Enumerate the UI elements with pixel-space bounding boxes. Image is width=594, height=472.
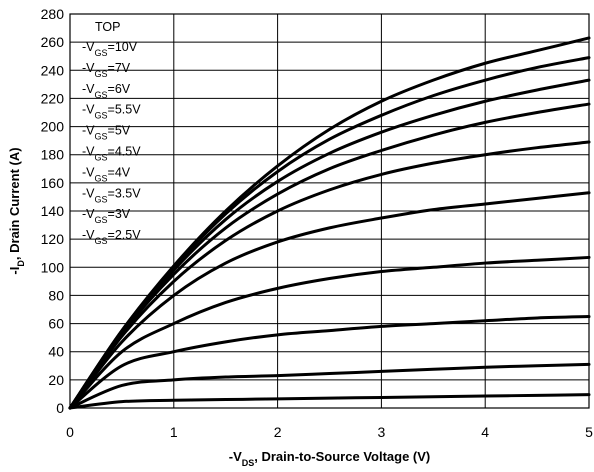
series-line-7 [68, 255, 591, 410]
legend: TOP -VGS=10V -VGS=7V -VGS=6V -VGS=5.5V -VGS=5… [82, 20, 141, 246]
series-line-1 [68, 36, 591, 410]
legend-entry: -VGS=7V [82, 61, 131, 79]
x-tick-labels: 0 1 2 3 4 5 [66, 424, 593, 440]
legend-entry: -VGS=4.5V [82, 145, 141, 163]
series-line-4 [68, 102, 591, 410]
y-tick-label: 20 [48, 372, 64, 388]
legend-entry: -VGS=3V [82, 207, 131, 225]
x-tick-label: 1 [170, 424, 178, 440]
x-tick-label: 2 [274, 424, 282, 440]
y-tick-label: 280 [41, 6, 65, 22]
legend-entry: -VGS=4V [82, 165, 131, 183]
y-tick-label: 200 [41, 119, 65, 135]
y-tick-label: 40 [48, 344, 64, 360]
x-tick-label: 0 [66, 424, 74, 440]
x-tick-label: 4 [481, 424, 489, 440]
y-tick-label: 240 [41, 62, 65, 78]
series-line-6 [68, 191, 591, 410]
y-tick-label: 140 [41, 203, 65, 219]
y-tick-label: 260 [41, 34, 65, 50]
legend-entry: -VGS=5V [82, 124, 131, 142]
curves [68, 36, 591, 410]
y-axis-title: -ID, Drain Current (A) [7, 147, 26, 274]
y-tick-label: 180 [41, 147, 65, 163]
legend-entry: -VGS=10V [82, 40, 138, 58]
legend-entry: -VGS=5.5V [82, 103, 141, 121]
legend-entry: -VGS=2.5V [82, 228, 141, 246]
x-tick-label: 3 [378, 424, 386, 440]
legend-entry: -VGS=6V [82, 82, 131, 100]
series-line-9 [68, 362, 591, 410]
legend-header: TOP [95, 20, 120, 34]
y-tick-label: 100 [41, 259, 65, 275]
legend-entry: -VGS=3.5V [82, 186, 141, 204]
y-tick-label: 60 [48, 316, 64, 332]
y-tick-label: 120 [41, 231, 65, 247]
y-tick-label: 220 [41, 90, 65, 106]
series-line-3 [68, 78, 591, 410]
series-line-8 [68, 315, 591, 410]
x-tick-label: 5 [585, 424, 593, 440]
y-tick-label: 160 [41, 175, 65, 191]
y-tick-label: 0 [56, 400, 64, 416]
x-axis-title: -VDS, Drain-to-Source Voltage (V) [229, 449, 431, 468]
series-line-5 [68, 140, 591, 410]
y-tick-labels: 0 20 40 60 80 100 120 140 160 180 200 220 240 260 280 [41, 6, 65, 416]
y-tick-label: 80 [48, 287, 64, 303]
plot-frame [69, 13, 590, 409]
series-line-10 [68, 393, 591, 410]
